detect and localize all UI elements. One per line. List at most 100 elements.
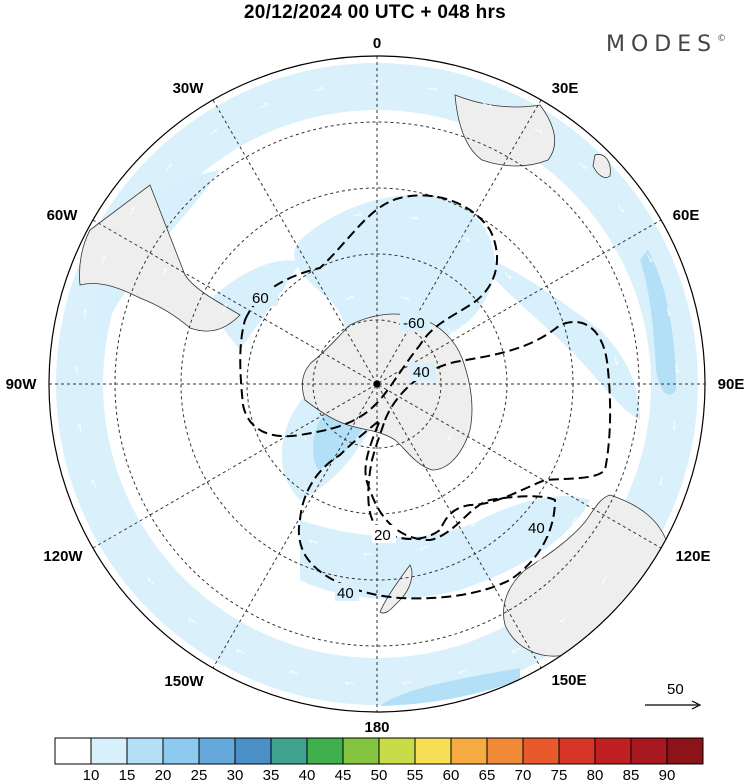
lon-label-150e: 150E [551,672,586,689]
wind-arrow [206,356,210,366]
wind-arrow [427,86,438,91]
longitude-labels: 0 30E 60E 90E 120E 150E 180 150W 120W 90… [6,35,745,736]
colorbar-label: 70 [515,767,532,782]
contour-label-60b: -60 [403,315,425,332]
lon-label-90w: 90W [6,376,38,393]
lon-label-90e: 90E [718,376,745,393]
colorbar-label: 75 [551,767,568,782]
wind-arrow [82,309,87,320]
wind-arrow [353,212,363,217]
wind-arrow [128,206,135,216]
colorbar-label: 10 [83,767,100,782]
wind-reference-value: 50 [667,681,684,698]
wind-arrow [675,363,680,374]
wind-arrow [299,227,309,233]
colorbar-swatch [486,737,524,765]
graticule [49,56,705,712]
wind-arrow [466,379,470,389]
wind-arrow [419,545,429,551]
colorbar-label: 85 [623,767,640,782]
colorbar-swatch [594,737,632,765]
map-disc [49,56,705,712]
wind-arrow [534,128,543,134]
colorbar-label: 15 [119,767,136,782]
wind-arrow [381,623,392,627]
wind-arrow [226,465,233,474]
wind-arrow [139,430,144,440]
wind-arrow [572,515,579,524]
forecast-title: 20/12/2024 00 UTC + 048 hrs [243,2,507,23]
wind-arrow [207,412,212,422]
wind-arrow [437,613,447,619]
lon-label-120e: 120E [675,548,710,565]
contour-label-40b: 40 [528,520,545,537]
wind-arrow [233,185,242,192]
wind-arrow [409,215,419,220]
wind-arrow [489,591,498,598]
colorbar-label: 55 [407,767,424,782]
colorbar-swatch [234,737,272,765]
wind-arrow [613,411,618,422]
colorbar-swatch [162,737,200,765]
wind-arrow [446,327,453,336]
colorbar-label: 30 [227,767,244,782]
wind-arrow [142,319,147,329]
wind-arrow [659,476,663,486]
south-pole-dot [373,380,381,388]
wind-arrow [335,144,345,149]
colorbar-label: 65 [479,767,496,782]
lon-label-30w: 30W [173,80,205,97]
colorbar-swatch [630,737,668,765]
wind-arrow [579,162,587,170]
wind-arrow [314,86,324,92]
wind-arrow [222,303,228,312]
wind-arrow [614,355,619,366]
wind-arrow [400,467,410,473]
wind-arrow [254,258,262,267]
wind-arrow [344,681,355,686]
colorbar-swatch [450,737,488,765]
wind-arrow [74,366,78,376]
wind-arrow [165,164,173,172]
colorbar-label: 45 [335,767,352,782]
colorbar-swatch [90,737,128,765]
wind-arrow [371,81,381,85]
wind-arrow [90,478,96,488]
wind-arrow [577,251,584,260]
colorbar-swatch [378,737,416,765]
lon-label-60w: 60W [47,207,79,224]
wind-arrow [666,307,672,317]
wind-arrow [533,319,540,329]
wind-reference: 50 [645,681,702,710]
colorbar-label: 35 [263,767,280,782]
colorbar-label: 25 [191,767,208,782]
wind-arrow [161,267,168,277]
wind-arrow [301,326,308,336]
colorbar-swatch [414,737,452,765]
wind-arrow [363,553,373,557]
lon-label-180: 180 [364,719,389,736]
wind-arrow [617,204,624,213]
wind-arrow [289,670,299,675]
colorbar-labels: 10 15 20 25 30 35 40 45 50 55 60 65 70 75 80 85 90 [83,767,676,782]
wind-arrow [534,558,543,566]
wind-arrow [511,480,518,489]
wind-arrow [326,618,336,622]
wind-arrow [559,615,568,623]
wind-arrow [537,429,542,439]
colorbar-swatch [666,737,704,765]
brand-logo: MODES© [606,32,727,57]
colorbar-swatch [126,737,164,765]
colorbar-label: 50 [371,767,388,782]
wind-arrow [261,509,270,516]
colorbar-swatch [306,737,344,765]
lon-label-60e: 60E [673,207,700,224]
wind-arrow [308,539,318,544]
lon-label-150w: 150W [164,673,204,690]
colorbar-label: 60 [443,767,460,782]
colorbar [54,737,704,765]
map-border [48,55,706,713]
lon-label-0: 0 [373,35,381,52]
wind-arrow [147,577,155,586]
